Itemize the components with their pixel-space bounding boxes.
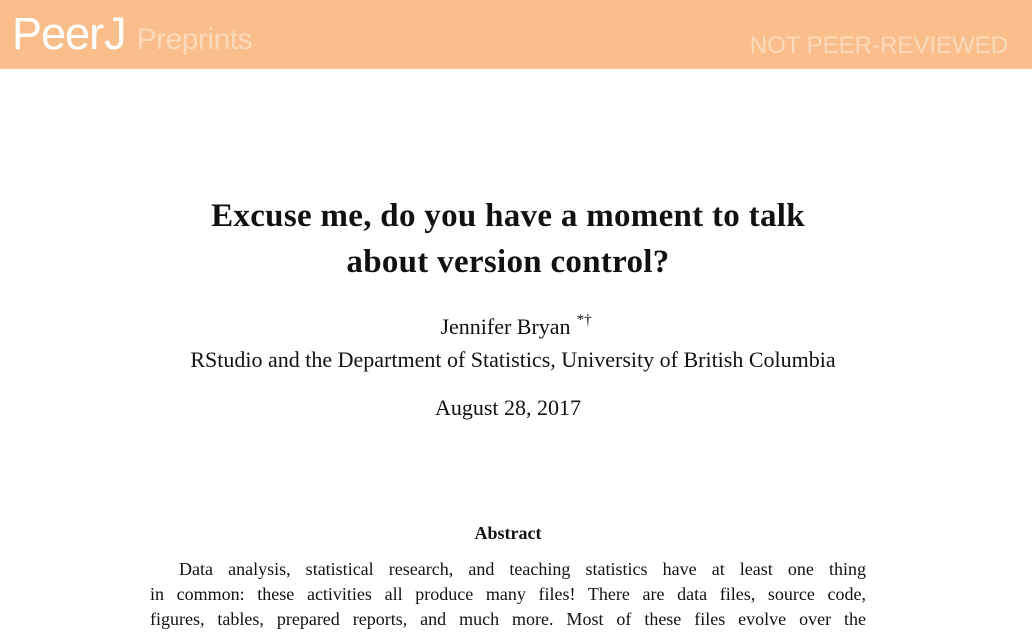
abstract-line: Data analysis, statistical research, and…: [179, 559, 866, 579]
paper-title-line-1: Excuse me, do you have a moment to talk: [211, 198, 805, 234]
logo-preprints-text: Preprints: [136, 23, 253, 56]
abstract-heading: Abstract: [474, 523, 542, 543]
paper-title-line-2: about version control?: [346, 244, 670, 280]
peerj-preprints-logo: Peer J Preprints: [12, 8, 253, 59]
author-footnote-marks: *†: [576, 311, 592, 328]
author-line: Jennifer Bryan *†: [0, 312, 1032, 342]
logo-peer-text: Peer: [12, 8, 104, 59]
paper-title: Excuse me, do you have a moment to talk …: [0, 193, 1016, 285]
abstract-body: Data analysis, statistical research, and…: [150, 557, 866, 632]
paper-date: August 28, 2017: [434, 395, 582, 420]
author-name: Jennifer Bryan: [440, 314, 571, 339]
peerj-banner: Peer J Preprints NOT PEER-REVIEWED: [0, 0, 1032, 69]
abstract-line: figures, tables, prepared reports, and m…: [150, 609, 866, 629]
author-affiliation: RStudio and the Department of Statistics…: [190, 347, 836, 372]
logo-j-text: J: [104, 8, 127, 59]
review-status-label: NOT PEER-REVIEWED: [749, 32, 1008, 59]
abstract-line: in common: these activities all produce …: [150, 584, 866, 604]
